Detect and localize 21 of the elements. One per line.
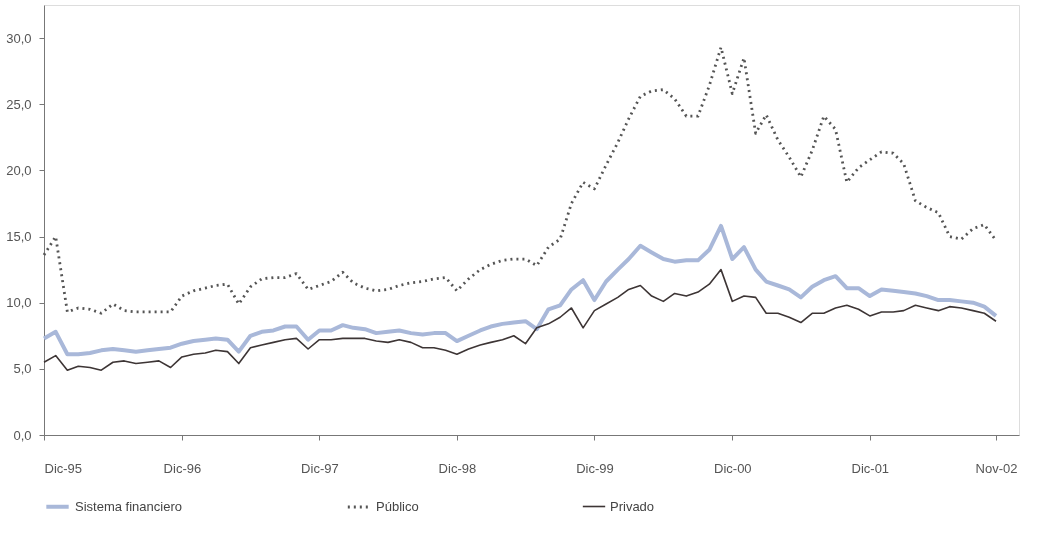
line-series	[43, 268, 997, 371]
line-series	[42, 45, 998, 315]
y-tick-label: 15,0	[6, 229, 32, 245]
y-tick-label: 20,0	[6, 162, 32, 178]
x-tick-label: Dic-98	[438, 460, 477, 476]
x-tick-label: Dic-99	[576, 460, 614, 476]
y-tick-label: 25,0	[6, 96, 32, 112]
legend-label: Sistema financiero	[75, 498, 182, 514]
y-tick-label: 30,0	[6, 30, 32, 46]
x-tick-label: Dic-96	[163, 460, 202, 476]
legend-label: Privado	[610, 498, 655, 514]
legend-label: Público	[376, 499, 419, 514]
x-tick-label: Dic-97	[301, 460, 339, 476]
x-tick-label: Dic-01	[851, 460, 890, 476]
x-tick-label: Nov-02	[975, 460, 1018, 476]
x-tick-label: Dic-95	[44, 460, 83, 476]
y-tick-label: 5,0	[13, 361, 32, 377]
x-tick-label: Dic-00	[714, 460, 752, 476]
line-series	[42, 223, 999, 357]
y-tick-label: 0,0	[13, 427, 32, 443]
y-tick-label: 10,0	[6, 295, 32, 311]
